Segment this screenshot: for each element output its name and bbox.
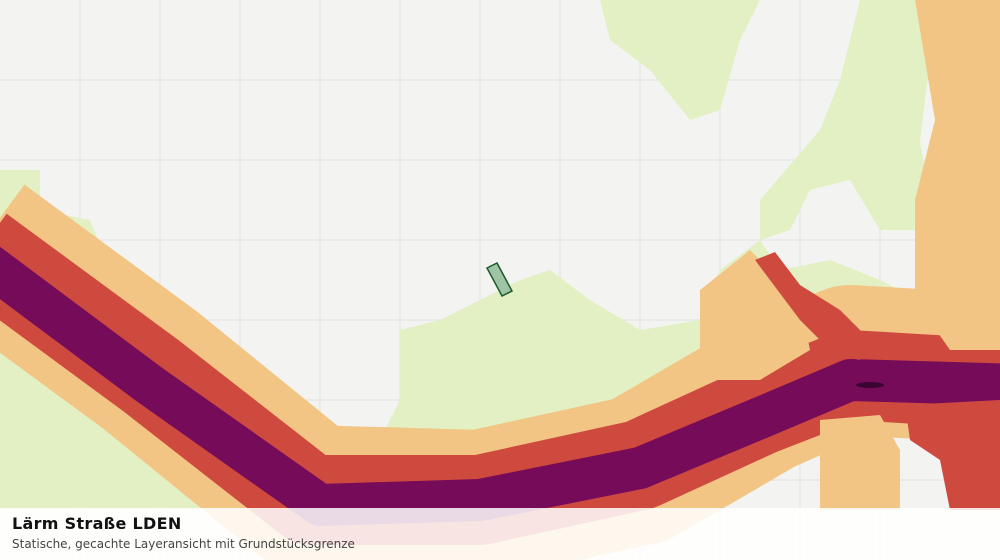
noise-zone-max	[856, 382, 884, 388]
map-caption: Lärm Straße LDEN Statische, gecachte Lay…	[0, 508, 1000, 560]
noise-zone-high	[755, 252, 870, 360]
noise-bands	[0, 184, 1000, 560]
layer-subtitle: Statische, gecachte Layeransicht mit Gru…	[12, 537, 355, 551]
noise-zone-mid	[915, 0, 1000, 350]
noise-zone-mid	[820, 415, 900, 510]
layer-title: Lärm Straße LDEN	[12, 514, 182, 533]
parcel-boundary[interactable]	[485, 262, 514, 297]
noise-zone-high	[905, 400, 1000, 510]
